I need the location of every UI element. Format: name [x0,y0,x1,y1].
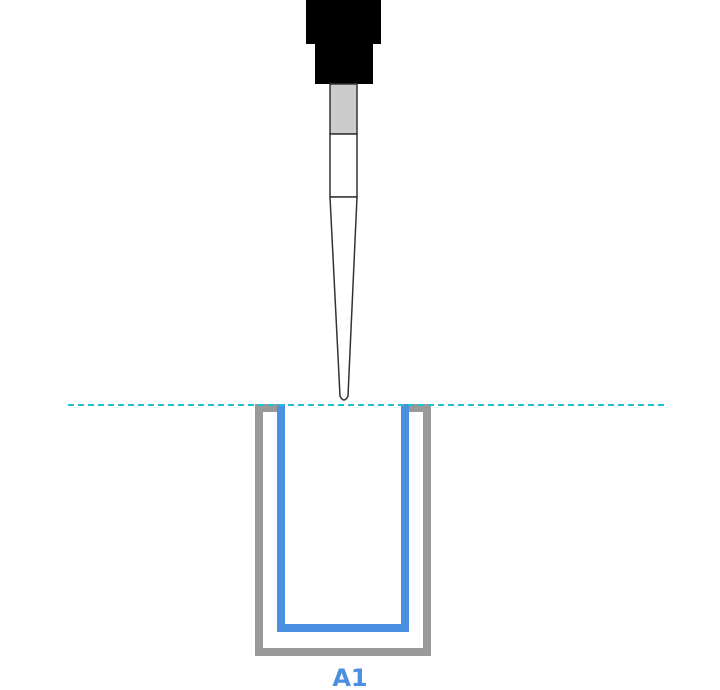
pipette-tip-collar [329,83,358,135]
pipette-shaft-lower [315,44,373,84]
well-inner-boundary [277,404,409,632]
well-label: A1 [332,664,367,690]
well-rim-left [255,404,283,412]
well-rim-right [403,404,431,412]
pipette-tip-upper-section [329,133,358,198]
pipette-shaft-upper [306,0,381,44]
pipette-tip-taper [329,196,358,401]
well-outer-wall [255,404,431,656]
